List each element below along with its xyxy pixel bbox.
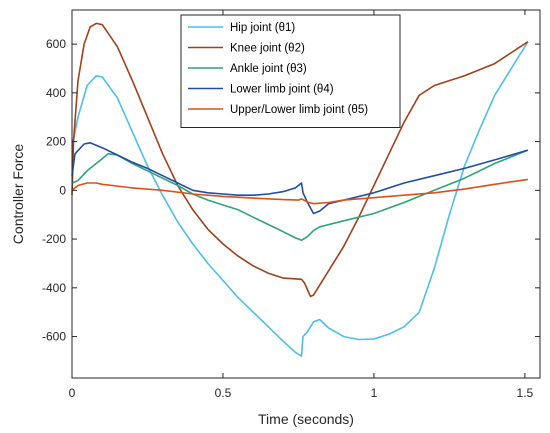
legend-label-4: Lower limb joint (θ4): [230, 84, 334, 96]
y-tick-label: 600: [46, 37, 66, 51]
y-axis-ticks: -600 -400 -200 0 200 400 600: [42, 37, 540, 344]
legend-label-2: Knee joint (θ2): [230, 43, 305, 55]
series-line-5: [71, 178, 529, 205]
x-tick-label: 1: [371, 386, 378, 400]
series-line-3: [71, 149, 529, 242]
series-line-4: [71, 142, 529, 215]
plot-frame: [71, 9, 541, 379]
y-tick-label: -200: [42, 232, 66, 246]
x-tick-label: 0.5: [215, 386, 232, 400]
legend: Hip joint (θ1) Knee joint (θ2) Ankle joint…: [180, 14, 401, 128]
y-tick-label: -400: [42, 281, 66, 295]
y-tick-label: 200: [46, 135, 66, 149]
series-lines: [71, 22, 529, 357]
legend-label-1: Hip joint (θ1): [230, 22, 295, 34]
x-tick-label: 1.5: [517, 386, 534, 400]
y-axis-label: Controller Force: [10, 144, 26, 245]
legend-label-3: Ankle joint (θ3): [230, 63, 307, 75]
y-tick-label: 400: [46, 86, 66, 100]
series-line-1: [71, 41, 529, 357]
x-tick-label: 0: [69, 386, 76, 400]
x-axis-ticks: 0 0.5 1 1.5: [69, 10, 534, 400]
y-tick-label: -600: [42, 330, 66, 344]
legend-label-5: Upper/Lower limb joint (θ5): [230, 104, 368, 116]
y-tick-label: 0: [59, 183, 66, 197]
series-line-2: [71, 22, 529, 298]
x-axis-label: Time (seconds): [258, 411, 354, 427]
